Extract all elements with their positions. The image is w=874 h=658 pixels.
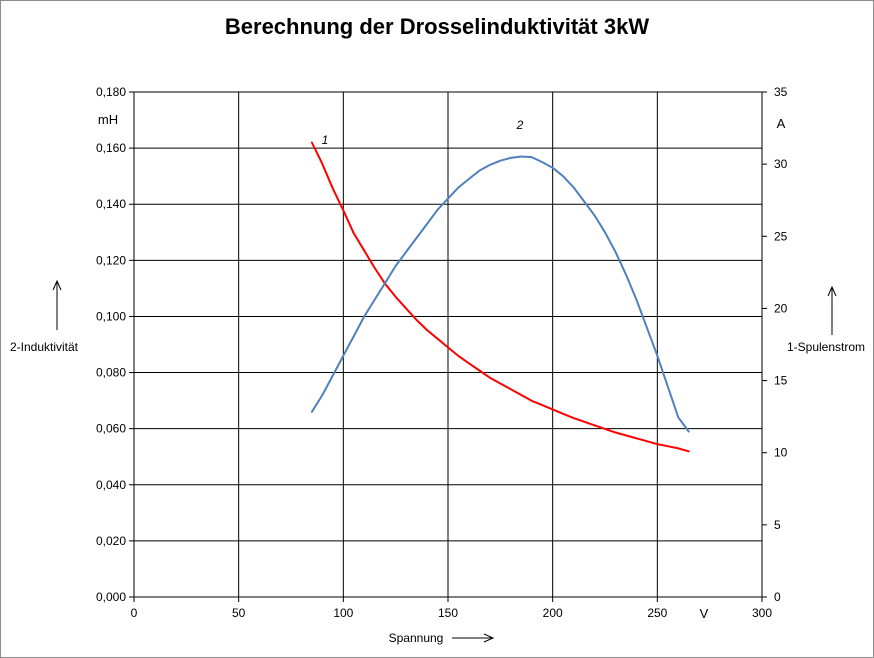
x-tick-label: 250 — [647, 606, 667, 620]
y-right-tick-label: 25 — [774, 229, 788, 243]
y-left-tick-label: 0,000 — [96, 590, 126, 604]
y-right-tick-label: 15 — [774, 374, 788, 388]
axes — [129, 91, 767, 602]
x-tick-label: 300 — [752, 606, 772, 620]
y-left-tick-labels: 0,000 0,020 0,040 0,060 0,080 0,100 0,120 0,140… — [96, 85, 126, 604]
plot-area-border — [133, 91, 763, 598]
y-right-tick-label: 10 — [774, 446, 788, 460]
y-right-tick-label: 30 — [774, 157, 788, 171]
y-right-axis-label: 1-Spulenstrom — [787, 340, 865, 354]
x-arrow-head — [483, 633, 495, 643]
y-left-tick-label: 0,080 — [96, 366, 126, 380]
y-left-unit-label: mH — [98, 112, 118, 127]
x-tick-label: 150 — [438, 606, 458, 620]
series-2-line — [310, 155, 690, 433]
y-left-tick-label: 0,020 — [96, 534, 126, 548]
y-right-tick-label: 20 — [774, 301, 788, 315]
y-right-tick-label: 35 — [774, 85, 788, 99]
y-right-arrow-head — [827, 285, 837, 297]
y-right-tick-label: 5 — [774, 518, 781, 532]
x-unit-label: V — [700, 606, 709, 621]
y-left-tick-label: 0,040 — [96, 478, 126, 492]
y-right-unit-label: A — [777, 116, 786, 131]
y-left-axis-label: 2-Induktivität — [10, 340, 79, 354]
y-left-tick-label: 0,160 — [96, 141, 126, 155]
y-right-tick-labels: 0 5 10 15 20 25 30 35 — [774, 85, 788, 604]
grid — [134, 92, 762, 597]
series-lines — [310, 141, 690, 453]
y-right-tick-label: 0 — [774, 590, 781, 604]
y-left-tick-label: 0,100 — [96, 309, 126, 323]
x-tick-label: 0 — [131, 606, 138, 620]
y-left-arrow-head — [52, 279, 62, 291]
series-1-label: 1 — [322, 133, 329, 147]
y-left-tick-label: 0,140 — [96, 197, 126, 211]
x-tick-labels: 0 50 100 150 200 250 300 — [131, 606, 773, 620]
x-tick-label: 50 — [232, 606, 246, 620]
x-tick-label: 200 — [543, 606, 563, 620]
x-axis-label: Spannung — [389, 631, 444, 645]
y-left-tick-label: 0,120 — [96, 253, 126, 267]
x-tick-label: 100 — [333, 606, 353, 620]
series-1-line — [310, 141, 690, 453]
chart-title: Berechnung der Drosselinduktivität 3kW — [225, 14, 649, 39]
y-left-tick-label: 0,180 — [96, 85, 126, 99]
series-2-label: 2 — [516, 118, 524, 132]
y-left-tick-label: 0,060 — [96, 422, 126, 436]
